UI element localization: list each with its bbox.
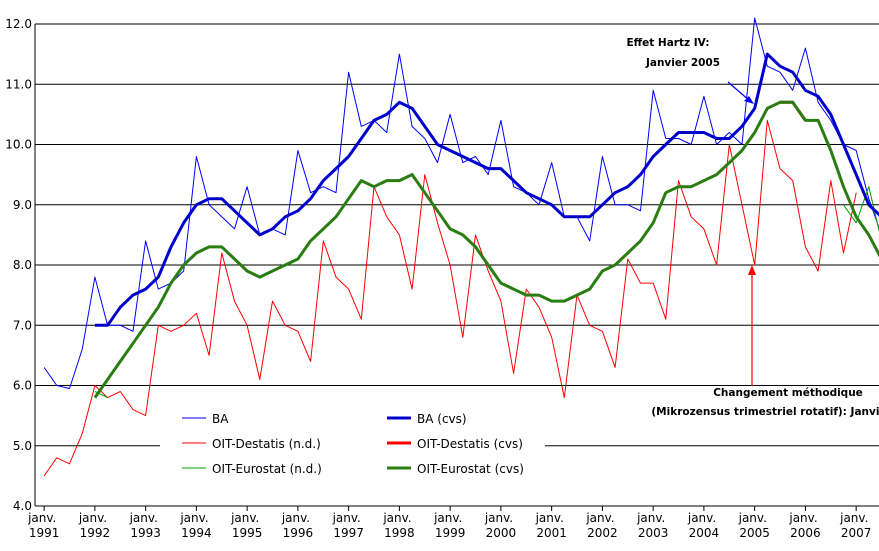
y-tick-label: 7.0 — [13, 318, 32, 332]
x-tick-label-line: janv. — [179, 511, 212, 525]
x-tick-label-line: janv. — [382, 511, 415, 525]
x-tick-label: janv. 2001 — [535, 511, 568, 540]
x-tick-label-line: janv. — [484, 511, 517, 525]
legend-label: OIT-Destatis (n.d.) — [212, 437, 321, 451]
annotation-arrow-head — [748, 265, 756, 275]
x-tick-label-line: janv. — [839, 511, 872, 525]
x-tick-label-line: 1997 — [333, 526, 364, 540]
x-tick-label-line: janv. — [27, 511, 60, 525]
x-tick-label-line: janv. — [332, 511, 365, 525]
x-tick-label-line: 1993 — [130, 526, 161, 540]
series-line — [780, 100, 807, 122]
y-tick-label: 9.0 — [13, 198, 32, 212]
annotation-arrow-head — [744, 96, 754, 104]
x-tick-label-line: 2002 — [587, 526, 618, 540]
series-line — [43, 17, 879, 389]
y-tick-label: 11.0 — [5, 77, 32, 91]
x-tick-label-line: janv. — [535, 511, 568, 525]
annotation-arrow — [727, 81, 751, 102]
x-tick-label: janv. 1997 — [332, 511, 365, 540]
x-tick-label-line: 2001 — [536, 526, 567, 540]
series-line — [94, 186, 879, 399]
annotation: (Mikrozensus trimestriel rotatif): Janvi… — [651, 406, 879, 418]
x-tick-label-line: 2007 — [841, 526, 872, 540]
legend-label: OIT-Eurostat (cvs) — [417, 462, 524, 476]
x-tick-label: janv. 1991 — [27, 511, 60, 540]
x-tick-label-line: janv. — [687, 511, 720, 525]
x-tick-label-line: 2005 — [739, 526, 770, 540]
y-tick-label: 10.0 — [5, 138, 32, 152]
y-tick-label: 5.0 — [13, 439, 32, 453]
annotation: Janvier 2005 — [645, 57, 720, 69]
legend-box — [160, 404, 545, 484]
x-tick-label: janv. 1992 — [78, 511, 111, 540]
x-tick-label-line: janv. — [788, 511, 821, 525]
legend-label: OIT-Eurostat (n.d.) — [212, 462, 322, 476]
x-tick-label-line: janv. — [281, 511, 314, 525]
x-tick-label-line: 1999 — [435, 526, 466, 540]
x-tick-label-line: 1994 — [181, 526, 212, 540]
x-tick-label-line: janv. — [738, 511, 771, 525]
annotation: Effet Hartz IV: — [626, 37, 709, 49]
x-tick-label: janv. 1998 — [382, 511, 415, 540]
x-tick-label-line: janv. — [78, 511, 111, 525]
legend-label: BA (cvs) — [417, 412, 467, 426]
x-tick-label-line: 1998 — [384, 526, 415, 540]
x-tick-label-line: 2003 — [638, 526, 669, 540]
y-tick-label: 6.0 — [13, 379, 32, 393]
x-tick-label-line: 1996 — [283, 526, 314, 540]
plot-lines — [43, 17, 879, 477]
legend: BA BA (cvs) OIT-Destatis (n.d.) OIT-Destati… — [182, 412, 524, 476]
x-tick-label: janv. 1993 — [129, 511, 162, 540]
x-tick-label-line: janv. — [230, 511, 263, 525]
annotation: Changement méthodique — [713, 387, 863, 399]
series-line — [94, 52, 879, 327]
x-tick-label-line: janv. — [129, 511, 162, 525]
x-tick-label-line: 1991 — [29, 526, 60, 540]
x-tick-label-line: 2000 — [486, 526, 517, 540]
x-tick-label-line: janv. — [433, 511, 466, 525]
x-tick-label-line: 1992 — [80, 526, 111, 540]
x-tick-label: janv. 2003 — [636, 511, 669, 540]
x-tick-label-line: 2004 — [689, 526, 720, 540]
y-tick-label: 8.0 — [13, 258, 32, 272]
x-tick-label-line: janv. — [585, 511, 618, 525]
series-line — [93, 100, 879, 399]
series-line — [43, 119, 857, 477]
legend-label: OIT-Destatis (cvs) — [417, 437, 523, 451]
x-tick-label: janv. 2002 — [585, 511, 618, 540]
y-tick-label: 4.0 — [13, 499, 32, 513]
x-tick-label: janv. 2006 — [788, 511, 821, 540]
x-tick-label-line: 1995 — [232, 526, 263, 540]
x-tick-label: janv. 1996 — [281, 511, 314, 540]
x-tick-label: janv. 2004 — [687, 511, 720, 540]
x-tick-label: janv. 1995 — [230, 511, 263, 540]
x-tick-label: janv. 2005 — [738, 511, 771, 540]
x-tick-label: janv. 2000 — [484, 511, 517, 540]
x-tick-label: janv. 1994 — [179, 511, 212, 540]
x-tick-label-line: 2006 — [790, 526, 821, 540]
x-tick-label: janv. 1999 — [433, 511, 466, 540]
legend-label: BA — [212, 412, 229, 426]
x-tick-label: janv. 2007 — [839, 511, 872, 540]
x-tick-label-line: janv. — [636, 511, 669, 525]
y-tick-label: 12.0 — [5, 17, 32, 31]
